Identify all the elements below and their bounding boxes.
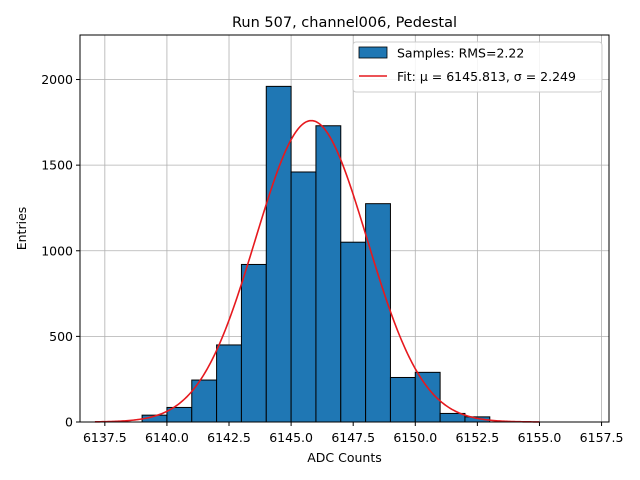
histogram-bar [340,241,367,423]
x-tick-label: 6137.5 [83,430,127,445]
histogram-bar [439,412,466,423]
x-tick-label: 6152.5 [455,430,499,445]
y-tick-label: 500 [49,329,73,344]
y-axis-ticks: 0 500 1000 1500 2000 [41,72,80,430]
y-tick-label: 1000 [41,243,73,258]
x-tick-label: 6145.0 [269,430,313,445]
histogram-bar [389,376,416,423]
plot-frame [79,34,610,423]
x-tick-label: 6150.0 [393,430,437,445]
x-tick-label: 6147.5 [331,430,375,445]
histogram-bar [365,203,391,423]
legend: Samples: RMS=2.22 Fit: μ = 6145.813, σ =… [352,41,603,93]
y-tick-label: 0 [65,415,73,430]
x-axis-ticks: 6137.5 6140.0 6142.5 6145.0 6147.5 6150.0 6152… [83,422,623,445]
x-tick-label: 6142.5 [207,430,251,445]
histogram-bar [315,125,342,423]
legend-swatch-samples [358,46,388,59]
histogram-bar [265,85,292,423]
x-tick-label: 6155.0 [518,430,562,445]
y-tick-label: 1500 [41,158,73,173]
histogram-bar [216,344,242,423]
legend-frame [352,41,603,93]
histogram-bar [290,171,317,423]
fit-curve [94,119,540,423]
y-tick-label: 2000 [41,72,73,87]
x-tick-label: 6140.0 [145,430,189,445]
legend-label-fit: Fit: μ = 6145.813, σ = 2.249 [397,69,576,84]
histogram-bar [240,263,267,423]
legend-label-samples: Samples: RMS=2.22 [397,46,524,61]
chart-title: Run 507, channel006, Pedestal [232,15,457,31]
x-tick-label: 6157.5 [580,430,624,445]
x-axis-label: ADC Counts [307,450,382,465]
histogram-bars [141,85,491,423]
y-axis-label: Entries [14,207,29,251]
